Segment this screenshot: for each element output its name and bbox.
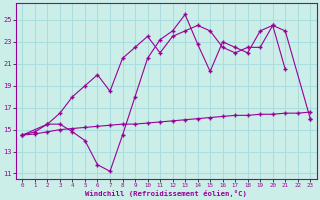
X-axis label: Windchill (Refroidissement éolien,°C): Windchill (Refroidissement éolien,°C) [85, 190, 247, 197]
